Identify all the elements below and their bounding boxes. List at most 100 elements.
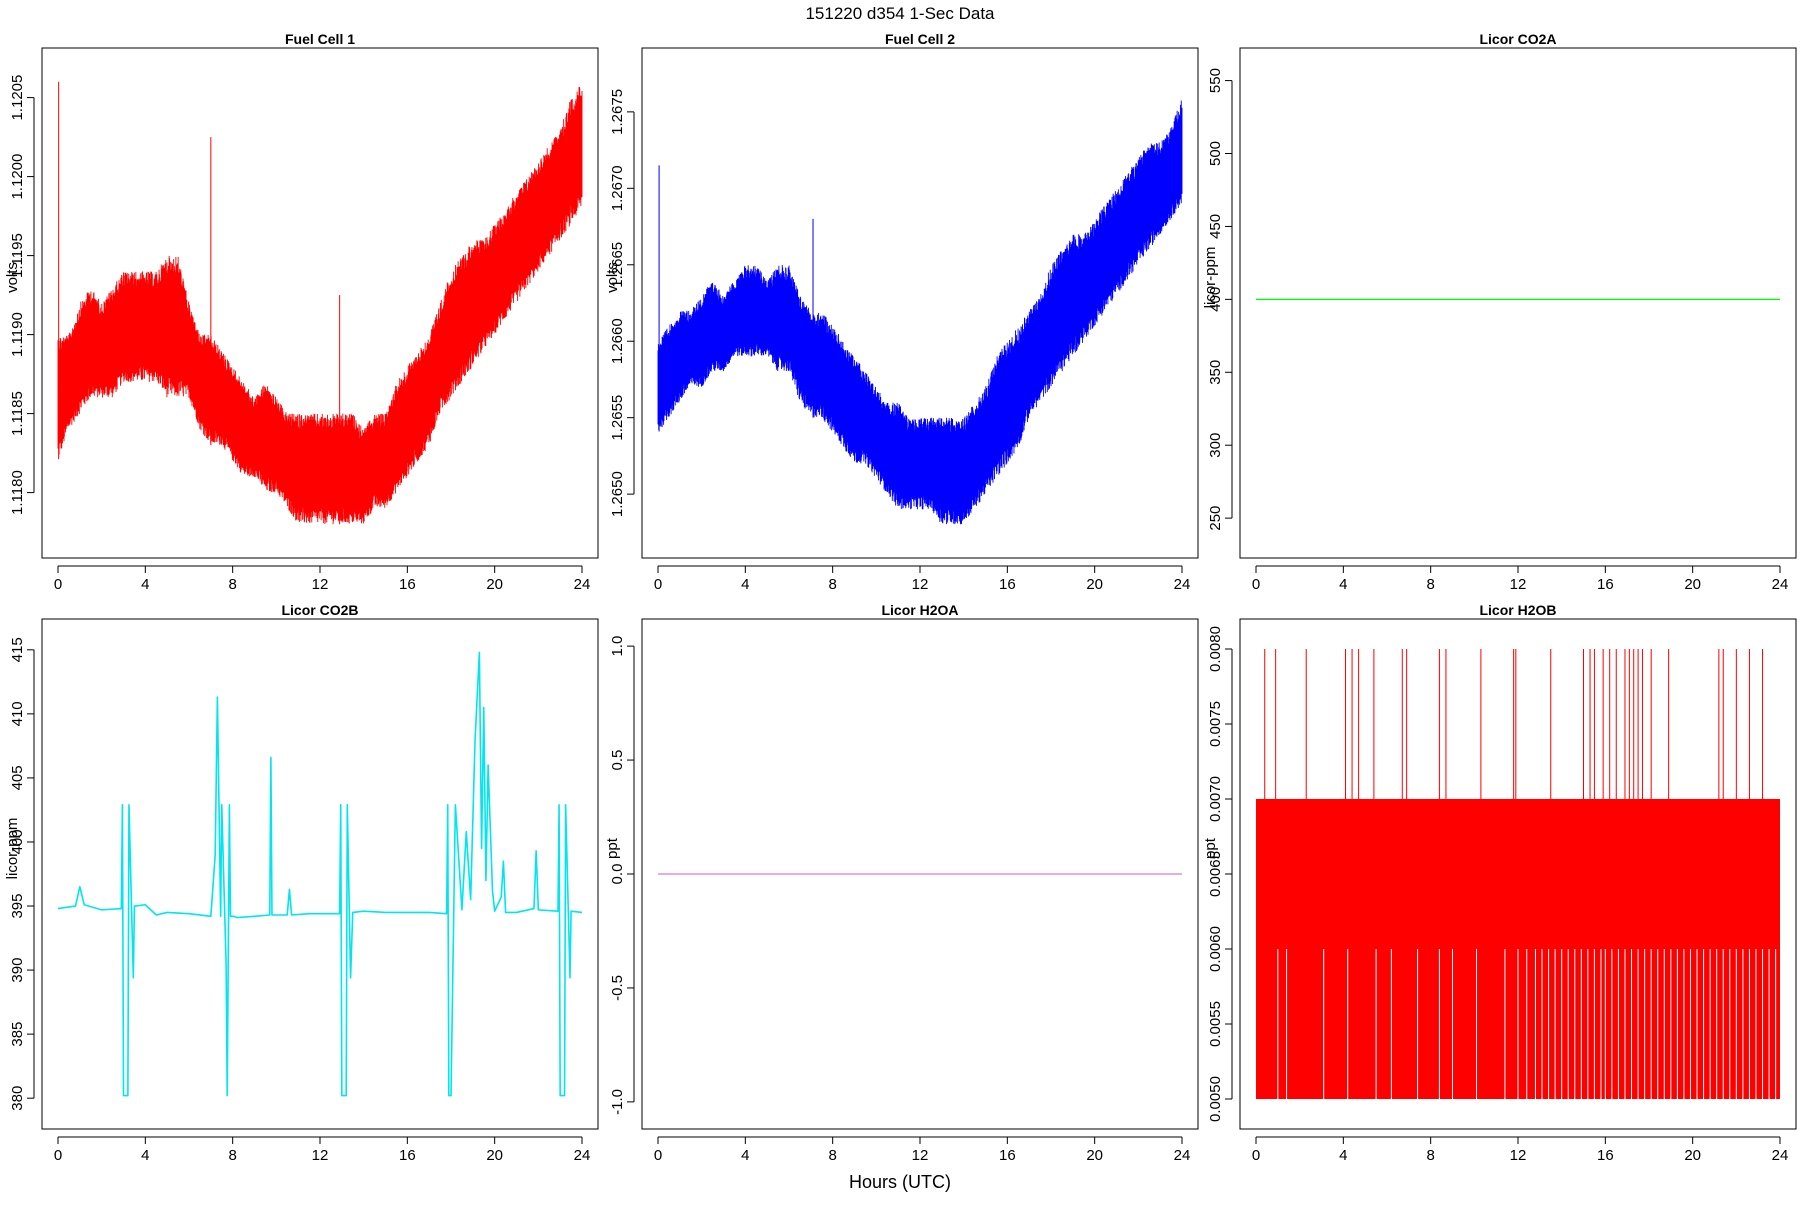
x-tick-label: 8: [828, 1147, 836, 1164]
series-line: [657, 100, 1183, 525]
plot-frame: [41, 618, 599, 1130]
x-tick-label: 8: [1426, 1147, 1434, 1164]
y-tick-label: 1.2650: [609, 471, 626, 517]
y-tick-label: 400: [1207, 287, 1224, 312]
y-axis-label: ppt: [604, 837, 621, 859]
y-tick-label: 1.1190: [9, 312, 26, 357]
x-tick-label: 8: [228, 1147, 236, 1164]
x-tick-label: 24: [1772, 576, 1789, 593]
x-tick-label: 16: [1597, 576, 1614, 593]
panel-title: Licor H2OA: [881, 602, 958, 618]
y-tick-label: 450: [1207, 214, 1224, 239]
y-tick-label: 0.0: [609, 864, 626, 885]
x-tick-label: 0: [1252, 576, 1260, 593]
y-tick-label: 550: [1207, 68, 1224, 93]
y-tick-label: 300: [1207, 433, 1224, 458]
x-tick-label: 0: [1252, 1147, 1260, 1164]
x-tick-label: 16: [399, 576, 416, 593]
x-tick-label: 0: [654, 1147, 662, 1164]
x-tick-label: 16: [399, 1147, 416, 1164]
y-tick-label: 250: [1207, 506, 1224, 531]
y-tick-label: 1.2660: [609, 318, 626, 364]
plot-frame: [641, 47, 1199, 559]
y-tick-label: 1.1180: [9, 470, 26, 515]
x-tick-label: 20: [486, 1147, 503, 1164]
x-tick-label: 20: [1086, 1147, 1103, 1164]
x-tick-label: 24: [1174, 1147, 1191, 1164]
panel-0: 0 4 8 12 16 20 24 1.1180 1.1185 1.1190 1.1195 1.120…: [4, 31, 599, 593]
y-tick-label: 1.1200: [9, 154, 26, 200]
y-tick-label: 385: [9, 1022, 26, 1047]
y-tick-label: 0.0075: [1207, 701, 1224, 747]
plot-frame: [641, 618, 1199, 1130]
x-tick-label: 24: [1174, 576, 1191, 593]
panel-4: 0 4 8 12 16 20 24 -1.0 -0.5 0.0 0.5 1.0 Licor H2OA pp…: [604, 602, 1199, 1164]
x-tick-label: 20: [1684, 576, 1701, 593]
y-axis-label: licor-ppm: [4, 818, 21, 880]
plot-area: [1256, 649, 1780, 1099]
y-tick-label: 500: [1207, 141, 1224, 166]
x-tick-label: 4: [141, 576, 149, 593]
x-tick-label: 0: [654, 576, 662, 593]
plot-frame: [41, 47, 599, 559]
y-tick-label: 415: [9, 637, 26, 662]
y-tick-label: 1.2665: [609, 242, 626, 288]
panels: 0 4 8 12 16 20 24 1.1180 1.1185 1.1190 1.1195 1.120…: [4, 31, 1797, 1164]
x-tick-label: 16: [999, 576, 1016, 593]
plot-area: [57, 81, 583, 525]
series-line: [57, 651, 583, 1097]
x-tick-label: 8: [828, 576, 836, 593]
x-tick-label: 16: [1597, 1147, 1614, 1164]
plot-area: [657, 100, 1183, 525]
y-tick-label: 1.1205: [9, 75, 26, 121]
y-tick-label: -0.5: [609, 975, 626, 1001]
y-tick-label: 0.0070: [1207, 776, 1224, 822]
x-tick-label: 8: [228, 576, 236, 593]
x-tick-label: 12: [312, 1147, 329, 1164]
figure-xlabel: Hours (UTC): [849, 1172, 951, 1192]
y-tick-label: 390: [9, 958, 26, 983]
plot-frame: [1239, 47, 1797, 559]
panel-1: 0 4 8 12 16 20 24 1.2650 1.2655 1.2660 1.2665 1.267…: [604, 31, 1199, 593]
y-tick-label: 1.2655: [609, 395, 626, 441]
y-axis-label: volts: [4, 262, 21, 293]
y-tick-label: 400: [9, 829, 26, 854]
plot-area: [57, 651, 583, 1097]
panel-2: 0 4 8 12 16 20 24 250 300 350 400 450 500 550 Licor CO…: [1202, 31, 1797, 593]
y-tick-label: 1.0: [609, 636, 626, 657]
x-tick-label: 4: [1339, 576, 1347, 593]
x-tick-label: 0: [54, 1147, 62, 1164]
y-tick-label: 0.5: [609, 750, 626, 771]
x-tick-label: 8: [1426, 576, 1434, 593]
x-tick-label: 4: [741, 1147, 749, 1164]
y-tick-label: 380: [9, 1086, 26, 1111]
y-axis-label: volts: [604, 262, 621, 293]
x-tick-label: 12: [1510, 576, 1527, 593]
x-tick-label: 20: [1086, 576, 1103, 593]
y-tick-label: 410: [9, 701, 26, 726]
panel-title: Licor CO2A: [1479, 31, 1556, 47]
x-tick-label: 12: [912, 576, 929, 593]
y-tick-label: 395: [9, 894, 26, 919]
y-axis-label: ppt: [1202, 837, 1219, 859]
y-tick-label: 0.0050: [1207, 1076, 1224, 1122]
panel-title: Fuel Cell 1: [285, 31, 355, 47]
x-tick-label: 24: [1772, 1147, 1789, 1164]
x-tick-label: 16: [999, 1147, 1016, 1164]
series-line: [57, 87, 583, 525]
plot-frame: [1239, 618, 1797, 1130]
panel-5: 0 4 8 12 16 20 24 0.0050 0.0055 0.0060 0.0065 0.007…: [1202, 602, 1797, 1164]
y-tick-label: 1.1195: [9, 233, 26, 278]
x-tick-label: 12: [1510, 1147, 1527, 1164]
x-tick-label: 4: [1339, 1147, 1347, 1164]
panel-title: Fuel Cell 2: [885, 31, 955, 47]
y-tick-label: 350: [1207, 360, 1224, 385]
y-tick-label: 1.2675: [609, 89, 626, 135]
y-tick-label: -1.0: [609, 1089, 626, 1115]
y-tick-label: 1.2670: [609, 165, 626, 211]
x-tick-label: 12: [912, 1147, 929, 1164]
x-tick-label: 0: [54, 576, 62, 593]
y-axis-label: licor-ppm: [1202, 247, 1219, 309]
